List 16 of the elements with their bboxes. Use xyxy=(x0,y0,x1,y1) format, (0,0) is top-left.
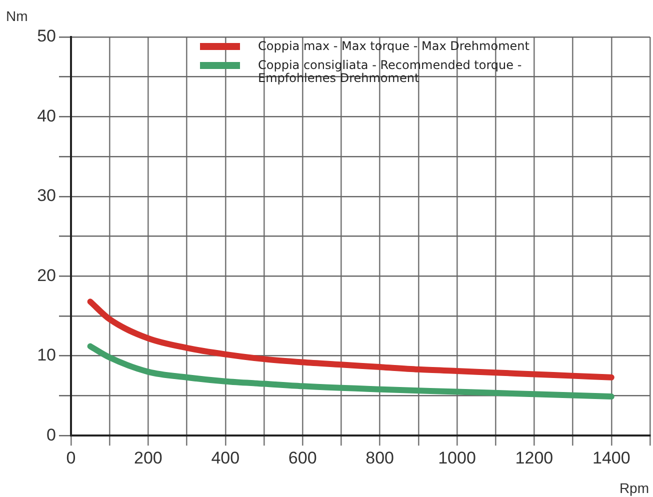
y-tick-label: 10 xyxy=(37,346,56,365)
x-tick-label: 1400 xyxy=(592,448,630,468)
x-tick-label: 1000 xyxy=(438,448,476,468)
x-axis-title: Rpm xyxy=(619,480,649,496)
x-tick-label: 200 xyxy=(134,448,162,468)
y-tick-label: 30 xyxy=(37,186,56,206)
y-axis-title: Nm xyxy=(6,8,28,24)
y-tick-label: 0 xyxy=(46,425,56,444)
x-tick-label: 800 xyxy=(366,448,394,468)
x-tick-label: 1200 xyxy=(515,448,554,468)
y-tick-label: 20 xyxy=(37,266,56,285)
x-tick-label: 600 xyxy=(288,448,317,468)
x-tick-label: 400 xyxy=(211,448,240,468)
y-tick-label: 50 xyxy=(37,26,56,46)
x-tick-label: 0 xyxy=(66,448,76,468)
y-tick-label: 40 xyxy=(37,106,56,126)
